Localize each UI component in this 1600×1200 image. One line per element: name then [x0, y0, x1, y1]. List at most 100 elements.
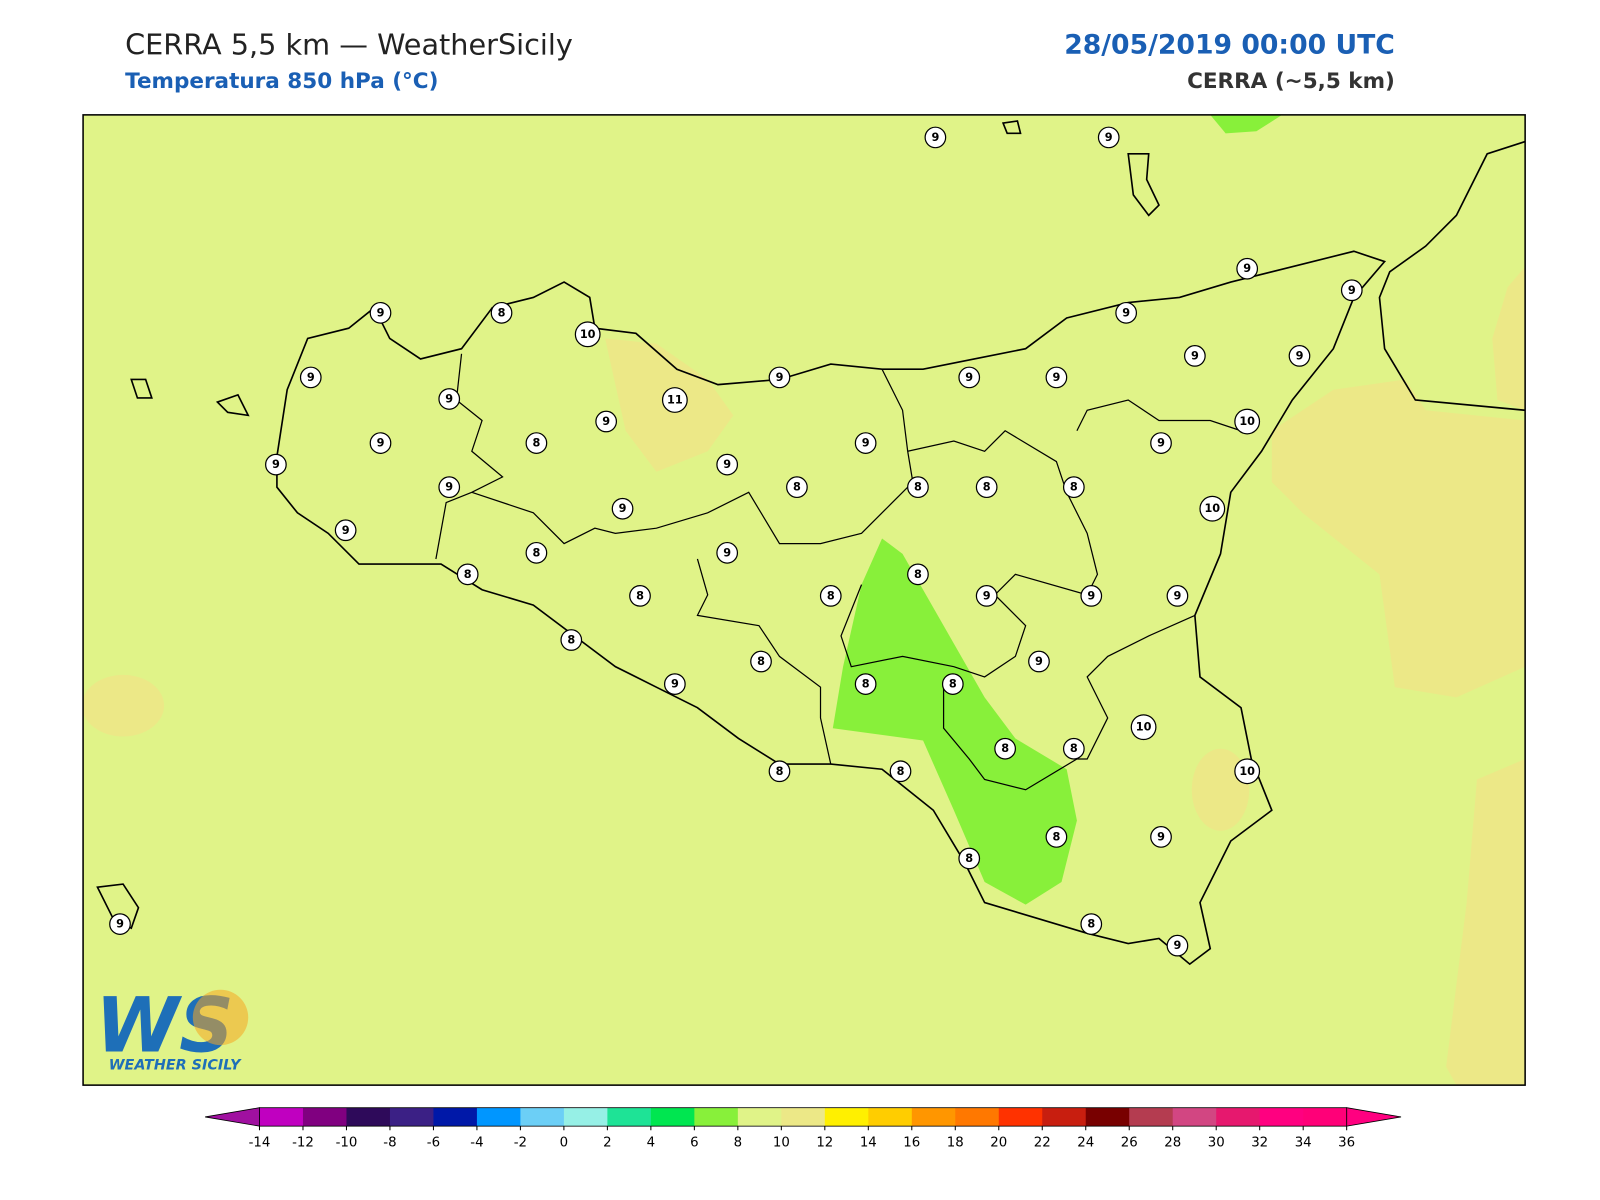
- station-marker: [661, 387, 688, 413]
- colorbar-segment: [1042, 1107, 1087, 1127]
- station-marker: [1150, 826, 1172, 848]
- colorbar-tick-label: 8: [734, 1136, 742, 1151]
- station: 9: [1045, 366, 1068, 389]
- station: 10: [1199, 495, 1226, 522]
- station-value: 10: [1204, 502, 1220, 515]
- station: 8: [907, 563, 929, 586]
- station-value: 8: [567, 634, 575, 647]
- coastlines: [96, 120, 1526, 966]
- station: 9: [369, 301, 392, 324]
- subtitle: Temperatura 850 hPa (°C): [125, 69, 438, 94]
- station-marker: [1080, 585, 1103, 607]
- model-label: CERRA (~5,5 km): [1187, 69, 1395, 94]
- station-marker: [716, 541, 739, 564]
- station-marker: [975, 476, 998, 499]
- station: 9: [1150, 826, 1172, 848]
- station: 9: [716, 453, 739, 476]
- colorbar-segment: [781, 1107, 826, 1127]
- station: 9: [1028, 650, 1050, 673]
- station-value: 8: [914, 568, 922, 581]
- sicily-coast: [276, 250, 1387, 966]
- colorbar-tick-label: -6: [427, 1136, 440, 1151]
- colorbar-segment: [563, 1107, 608, 1127]
- station-value: 8: [1070, 481, 1078, 494]
- title: CERRA 5,5 km — WeatherSicily: [125, 27, 573, 61]
- station: 9: [299, 366, 322, 389]
- station: 8: [854, 673, 877, 695]
- colorbar-segment: [911, 1107, 956, 1127]
- station-marker: [611, 497, 634, 520]
- station: 8: [1080, 913, 1103, 935]
- colorbar-tick-label: 32: [1251, 1136, 1268, 1151]
- station-marker: [1045, 366, 1068, 389]
- colorbar-segment: [476, 1107, 521, 1127]
- datetime: 28/05/2019 00:00 UTC: [1064, 29, 1395, 60]
- station-marker: [941, 673, 964, 695]
- colorbar-segment: [259, 1107, 304, 1127]
- colorbar-segment: [433, 1107, 478, 1127]
- border: [696, 558, 832, 765]
- colorbar-tick-label: -2: [514, 1136, 527, 1151]
- colorbar-tick-label: 30: [1208, 1136, 1225, 1151]
- colorbar-segment: [694, 1107, 739, 1127]
- island: [1001, 120, 1022, 135]
- station-marker: [1150, 432, 1172, 454]
- station: 8: [490, 301, 513, 324]
- station-value: 9: [619, 502, 627, 515]
- station: 9: [369, 432, 392, 454]
- border: [942, 614, 1196, 791]
- station: 10: [1234, 758, 1261, 785]
- station: 9: [1150, 432, 1172, 454]
- station-marker: [854, 673, 877, 695]
- colorbar-tick-label: 12: [816, 1136, 833, 1151]
- station: 9: [265, 453, 287, 476]
- station-value: 9: [1243, 262, 1251, 275]
- station: 9: [438, 476, 461, 499]
- station: 9: [438, 388, 461, 410]
- station-value: 9: [116, 918, 124, 931]
- colorbar-segment: [824, 1107, 869, 1127]
- station-marker: [1234, 758, 1261, 785]
- station: 8: [525, 432, 548, 454]
- station-marker: [1166, 585, 1189, 607]
- colorbar-tick-label: -14: [249, 1136, 271, 1151]
- station-value: 8: [498, 306, 506, 319]
- colorbar-segment: [302, 1107, 347, 1127]
- station-marker: [1080, 913, 1103, 935]
- station: 8: [1045, 826, 1068, 848]
- station-value: 9: [723, 546, 731, 559]
- station-marker: [265, 453, 287, 476]
- station-marker: [1062, 476, 1085, 499]
- map-area: 9 9 9 9 9 8 10 9 9 9 9 9 9 9 9 11 9 10 9 8 9 9 9 9 9 8 8 8 8 9 10 9 8 9 8 8…: [83, 114, 1526, 1086]
- station-marker: [889, 760, 912, 783]
- station-marker: [560, 629, 583, 651]
- station-marker: [716, 453, 739, 476]
- colorbar-segment: [1172, 1107, 1217, 1127]
- station: 9: [1115, 301, 1138, 324]
- station-marker: [924, 126, 947, 149]
- station-value: 8: [532, 437, 540, 450]
- station-value: 8: [1087, 918, 1095, 931]
- station: 8: [560, 629, 583, 651]
- logo-sun: [192, 989, 249, 1046]
- station-marker: [1199, 495, 1226, 522]
- station-value: 11: [667, 394, 683, 407]
- border: [1076, 399, 1242, 432]
- station-value: 8: [897, 765, 905, 778]
- colorbar-tick-label: 2: [603, 1136, 611, 1151]
- colorbar-tick-label: 34: [1295, 1136, 1312, 1151]
- station-marker: [1288, 345, 1311, 367]
- station: 8: [907, 476, 929, 499]
- station-value: 9: [862, 437, 870, 450]
- stations: 9 9 9 9 9 8 10 9 9 9 9 9 9 9 9 11 9 10 9 8 9 9 9 9 9 8 8 8 8 9 10 9 8 9 8 8…: [109, 126, 1363, 957]
- station-marker: [958, 366, 981, 389]
- station-marker: [1234, 408, 1261, 435]
- colorbar-segment: [1259, 1107, 1304, 1127]
- colorbar-segment: [607, 1107, 652, 1127]
- station-value: 9: [1087, 589, 1095, 602]
- station-value: 8: [636, 589, 644, 602]
- station-marker: [1340, 279, 1363, 302]
- station-marker: [663, 673, 686, 695]
- colorbar: -14 -12 -10 -8 -6 -4 -2 0 2 4 6 8 10 12 14 16 18 20 22 24 26…: [205, 1107, 1402, 1151]
- station-marker: [525, 432, 548, 454]
